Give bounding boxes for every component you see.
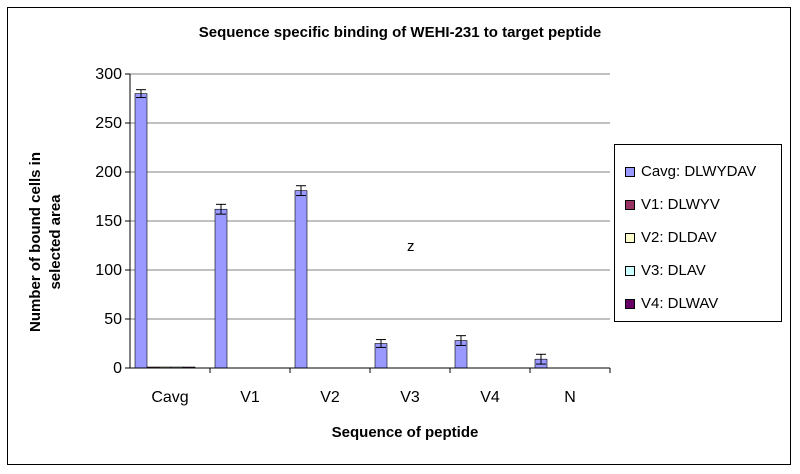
legend-swatch bbox=[625, 298, 635, 309]
chart-annotation: z bbox=[407, 238, 415, 255]
y-axis-label: Number of bound cells in selected area bbox=[27, 152, 64, 333]
y-tick-label: 100 bbox=[95, 262, 122, 279]
y-tick-label: 50 bbox=[104, 311, 122, 328]
bar bbox=[134, 93, 148, 369]
legend-item: V4: DLWAV bbox=[615, 287, 781, 320]
bar bbox=[294, 190, 308, 369]
x-axis-label: Sequence of peptide bbox=[331, 424, 479, 441]
y-tick-label: 150 bbox=[95, 213, 122, 230]
y-tick-label: 200 bbox=[95, 164, 122, 181]
legend-label: V1: DLWYV bbox=[641, 196, 720, 213]
legend-swatch bbox=[625, 199, 635, 210]
legend-label: Cavg: DLWYDAV bbox=[641, 163, 757, 180]
legend-swatch bbox=[625, 265, 635, 276]
legend-label: V3: DLAV bbox=[641, 262, 706, 279]
x-tick-label: V2 bbox=[320, 389, 340, 406]
legend-swatch bbox=[625, 166, 635, 177]
legend-label: V2: DLDAV bbox=[641, 229, 717, 246]
legend-item: V3: DLAV bbox=[615, 254, 781, 287]
legend-item: Cavg: DLWYDAV bbox=[615, 155, 781, 188]
y-tick-label: 300 bbox=[95, 66, 122, 83]
legend-item: V2: DLDAV bbox=[615, 221, 781, 254]
x-tick-label: V3 bbox=[400, 389, 420, 406]
legend: Cavg: DLWYDAV V1: DLWYV V2: DLDAV V3: DLAV V… bbox=[614, 144, 782, 322]
x-tick-label: Cavg bbox=[151, 389, 188, 406]
x-tick-label: V4 bbox=[480, 389, 500, 406]
chart-title: Sequence specific binding of WEHI-231 to… bbox=[198, 24, 602, 41]
x-tick-label: V1 bbox=[240, 389, 260, 406]
y-tick-label: 0 bbox=[113, 360, 122, 377]
legend-label: V4: DLWAV bbox=[641, 295, 719, 312]
y-tick-label: 250 bbox=[95, 115, 122, 132]
legend-swatch bbox=[625, 232, 635, 243]
legend-item: V1: DLWYV bbox=[615, 188, 781, 221]
bar bbox=[214, 208, 228, 369]
x-tick-label: N bbox=[564, 389, 576, 406]
